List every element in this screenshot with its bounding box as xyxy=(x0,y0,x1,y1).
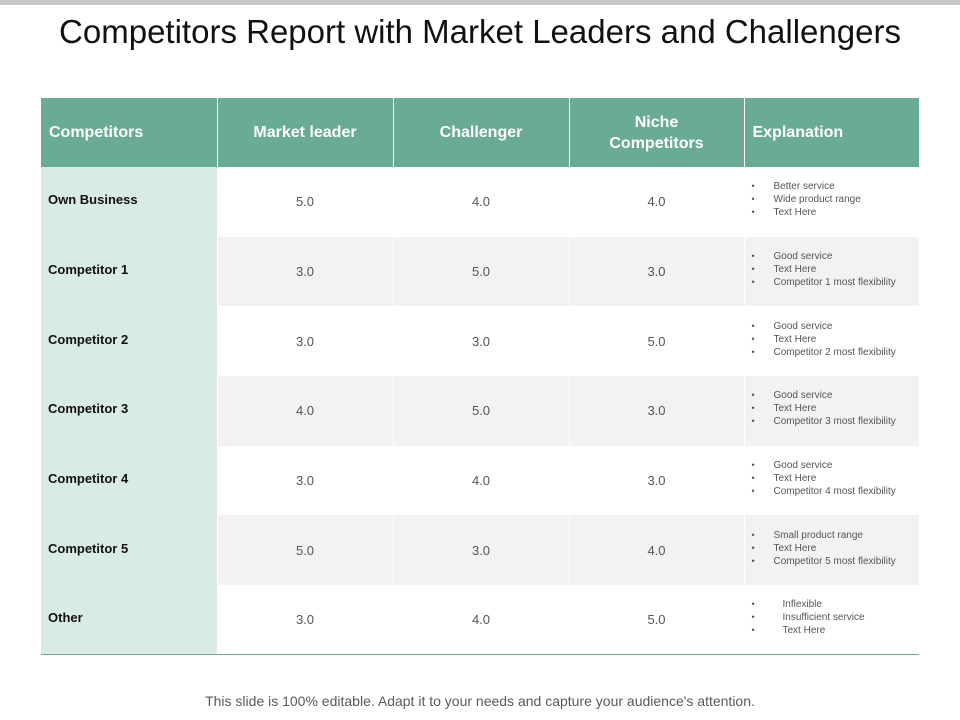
market-leader-score: 3.0 xyxy=(217,445,394,516)
row-name: Other xyxy=(48,610,83,626)
explanation-list: Good service Text Here Competitor 3 most… xyxy=(750,389,920,428)
table-row: Competitor 5 5.0 3.0 4.0 Small product r… xyxy=(41,515,920,586)
explanation-item: Competitor 4 most flexibility xyxy=(750,485,920,498)
table-row: Competitor 1 3.0 5.0 3.0 Good service Te… xyxy=(41,236,920,307)
niche-score: 4.0 xyxy=(569,515,745,586)
explanation-item: Insufficient service xyxy=(750,611,920,624)
niche-score: 3.0 xyxy=(569,236,745,307)
explanation-list: Better service Wide product range Text H… xyxy=(750,180,920,219)
market-leader-score: 3.0 xyxy=(217,585,394,656)
niche-score: 3.0 xyxy=(569,445,745,516)
niche-score: 5.0 xyxy=(569,306,745,377)
market-leader-score: 4.0 xyxy=(217,376,394,446)
explanation-item: Good service xyxy=(750,250,920,263)
row-name: Competitor 4 xyxy=(48,471,129,487)
explanation-cell: Small product range Text Here Competitor… xyxy=(744,515,920,586)
page-title: Competitors Report with Market Leaders a… xyxy=(59,13,901,50)
challenger-score: 5.0 xyxy=(393,236,570,307)
niche-score: 4.0 xyxy=(569,167,745,237)
explanation-cell: Good service Text Here Competitor 4 most… xyxy=(744,445,920,516)
challenger-score: 4.0 xyxy=(393,167,570,237)
competitors-table: Competitors Market leader Challenger Nic… xyxy=(41,98,920,656)
explanation-item: Good service xyxy=(750,389,920,402)
market-leader-score: 3.0 xyxy=(217,236,394,307)
row-name-cell: Own Business xyxy=(41,167,218,237)
table-row: Competitor 3 4.0 5.0 3.0 Good service Te… xyxy=(41,376,919,446)
explanation-item: Inflexible xyxy=(750,598,920,611)
explanation-list: Small product range Text Here Competitor… xyxy=(750,529,920,568)
challenger-score: 5.0 xyxy=(393,376,570,446)
row-name-cell: Other xyxy=(41,585,218,656)
explanation-list: Good service Text Here Competitor 1 most… xyxy=(750,250,920,289)
table-row: Own Business 5.0 4.0 4.0 Better service … xyxy=(41,167,919,237)
row-name: Competitor 1 xyxy=(48,262,129,278)
market-leader-score: 5.0 xyxy=(217,515,394,586)
explanation-item: Text Here xyxy=(750,542,920,555)
top-accent-bar xyxy=(0,0,960,5)
row-name: Own Business xyxy=(48,192,138,208)
explanation-item: Better service xyxy=(750,180,920,193)
explanation-list: Inflexible Insufficient service Text Her… xyxy=(750,598,920,637)
header-niche-competitors: Niche Competitors xyxy=(569,98,745,167)
row-name-cell: Competitor 3 xyxy=(41,376,218,446)
explanation-cell: Good service Text Here Competitor 1 most… xyxy=(744,236,920,307)
table-row: Other 3.0 4.0 5.0 Inflexible Insufficien… xyxy=(41,585,920,656)
niche-score: 5.0 xyxy=(569,585,745,656)
explanation-cell: Inflexible Insufficient service Text Her… xyxy=(744,585,920,656)
header-niche-label: Niche Competitors xyxy=(609,113,704,152)
header-competitors: Competitors xyxy=(41,98,218,167)
explanation-item: Wide product range xyxy=(750,193,920,206)
header-market-leader: Market leader xyxy=(217,98,394,167)
row-name-cell: Competitor 2 xyxy=(41,306,218,377)
explanation-item: Competitor 2 most flexibility xyxy=(750,346,920,359)
explanation-item: Competitor 5 most flexibility xyxy=(750,555,920,568)
challenger-score: 3.0 xyxy=(393,306,570,377)
challenger-score: 4.0 xyxy=(393,585,570,656)
table-row: Competitor 2 3.0 3.0 5.0 Good service Te… xyxy=(41,306,920,377)
explanation-item: Competitor 3 most flexibility xyxy=(750,415,920,428)
row-name: Competitor 2 xyxy=(48,331,129,347)
explanation-item: Good service xyxy=(750,320,920,333)
niche-score: 3.0 xyxy=(569,376,745,446)
explanation-item: Good service xyxy=(750,459,920,472)
header-challenger: Challenger xyxy=(393,98,570,167)
market-leader-score: 3.0 xyxy=(217,306,394,377)
explanation-item: Text Here xyxy=(750,333,920,346)
explanation-item: Text Here xyxy=(750,624,920,637)
row-name-cell: Competitor 5 xyxy=(41,515,218,586)
row-name: Competitor 5 xyxy=(48,540,129,556)
explanation-cell: Better service Wide product range Text H… xyxy=(744,167,919,237)
market-leader-score: 5.0 xyxy=(217,167,394,237)
explanation-item: Competitor 1 most flexibility xyxy=(750,276,920,289)
table-header-row: Competitors Market leader Challenger Nic… xyxy=(41,98,919,167)
table-row: Competitor 4 3.0 4.0 3.0 Good service Te… xyxy=(41,445,920,516)
explanation-item: Text Here xyxy=(750,402,920,415)
explanation-item: Text Here xyxy=(750,206,920,219)
footer-note: This slide is 100% editable. Adapt it to… xyxy=(205,693,755,709)
challenger-score: 3.0 xyxy=(393,515,570,586)
row-name-cell: Competitor 1 xyxy=(41,236,218,307)
explanation-item: Text Here xyxy=(750,263,920,276)
row-name: Competitor 3 xyxy=(48,401,129,417)
row-name-cell: Competitor 4 xyxy=(41,445,218,516)
header-explanation: Explanation xyxy=(744,98,919,167)
explanation-cell: Good service Text Here Competitor 3 most… xyxy=(744,376,919,446)
explanation-item: Small product range xyxy=(750,529,920,542)
explanation-list: Good service Text Here Competitor 4 most… xyxy=(750,459,920,498)
explanation-cell: Good service Text Here Competitor 2 most… xyxy=(744,306,920,377)
explanation-item: Text Here xyxy=(750,472,920,485)
explanation-list: Good service Text Here Competitor 2 most… xyxy=(750,320,920,359)
challenger-score: 4.0 xyxy=(393,445,570,516)
